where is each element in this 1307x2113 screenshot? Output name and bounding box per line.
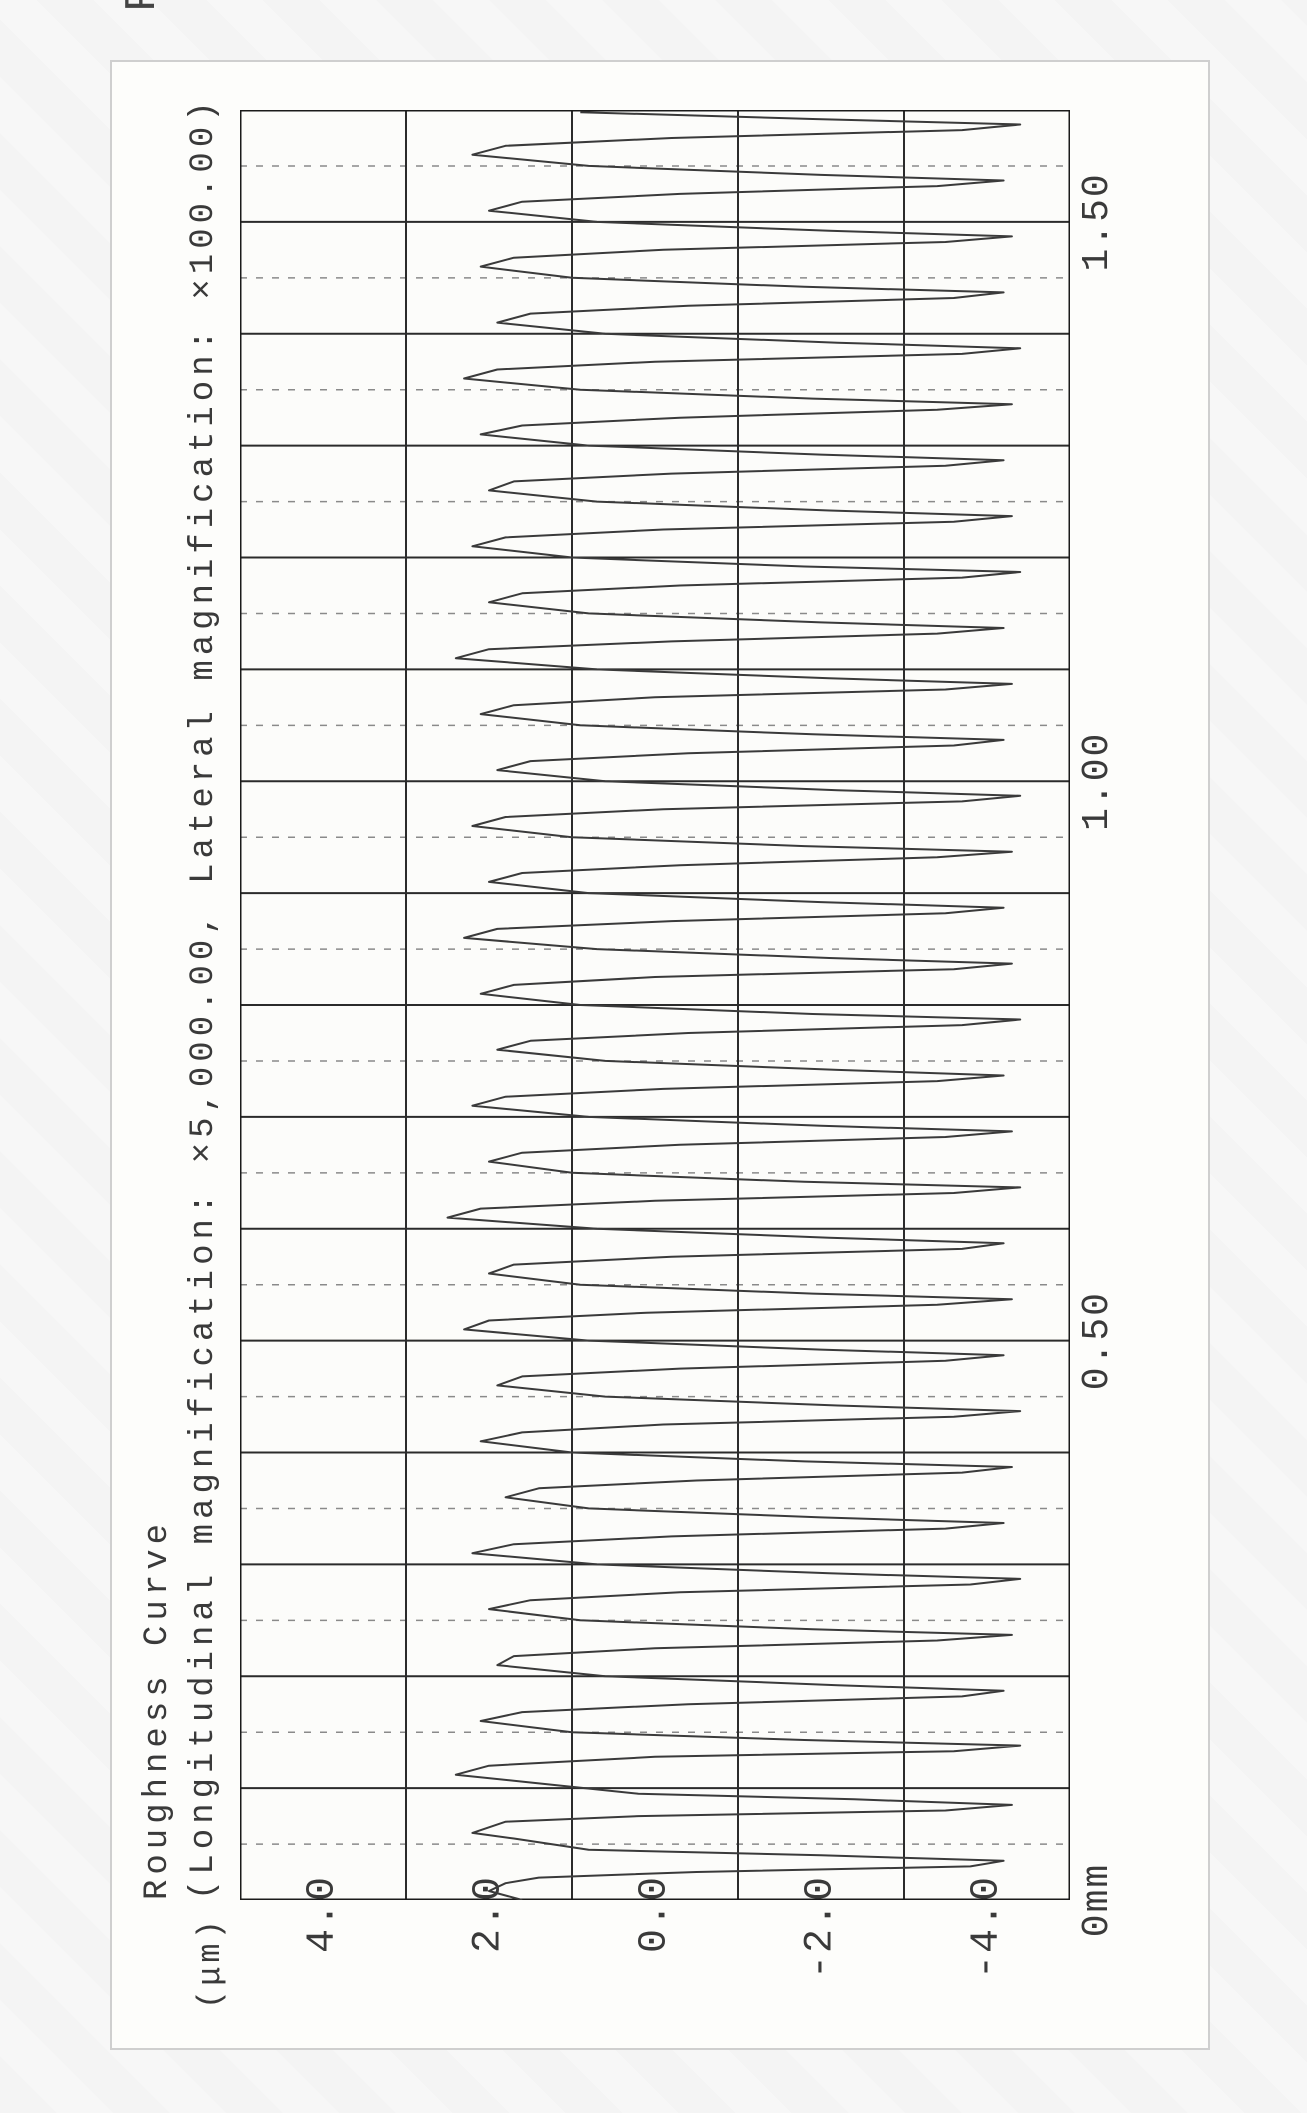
x-tick-label: 1.50	[1076, 172, 1119, 271]
y-tick-label: -4.0	[965, 1875, 1010, 1979]
figure-caption: Fig. 1	[118, 0, 168, 12]
roughness-curve-chart	[240, 110, 1070, 1900]
y-tick-label: 2.0	[467, 1875, 512, 1953]
chart-title: Roughness Curve	[136, 96, 182, 1900]
x-tick-label: 0.50	[1076, 1291, 1119, 1390]
plot-area	[240, 110, 1070, 1900]
x-origin-label: 0mm	[1076, 1863, 1119, 1937]
y-tick-label: 0.0	[633, 1875, 678, 1953]
chart-rotated-container: (μm) Roughness Curve (Longitudinal magni…	[130, 75, 1190, 2035]
chart-title-block: Roughness Curve (Longitudinal magnificat…	[136, 96, 228, 1900]
y-tick-label: -2.0	[799, 1875, 844, 1979]
x-tick-label: 1.00	[1076, 732, 1119, 831]
figure-panel: (μm) Roughness Curve (Longitudinal magni…	[110, 60, 1210, 2050]
y-tick-label: 4.0	[301, 1875, 346, 1953]
chart-subtitle: (Longitudinal magnification: ×5,000.00, …	[182, 96, 228, 1900]
y-axis-unit-label: (μm)	[192, 1916, 229, 2009]
